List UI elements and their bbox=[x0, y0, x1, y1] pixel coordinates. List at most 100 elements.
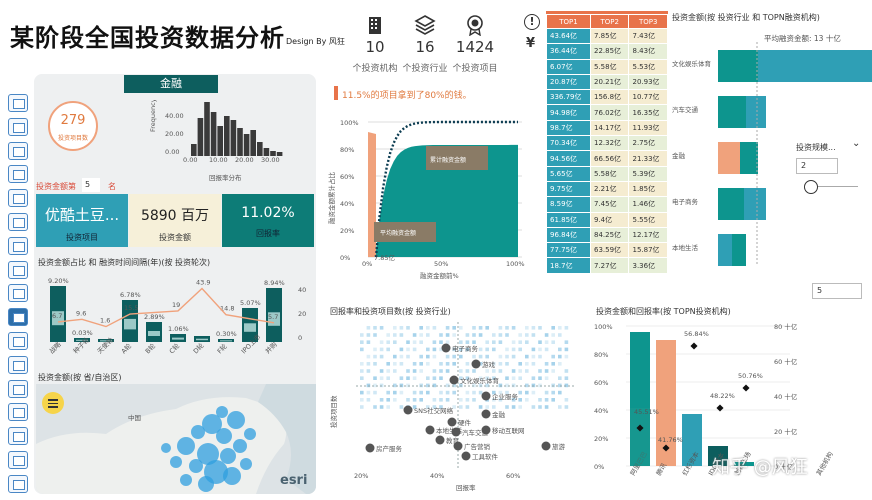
scatter-density-cell bbox=[525, 354, 529, 359]
scatter-density-cell bbox=[459, 369, 463, 373]
visual-icon-17[interactable] bbox=[8, 474, 28, 493]
map-bubble bbox=[191, 425, 205, 439]
menu-icon[interactable] bbox=[42, 392, 64, 414]
slicer-track[interactable] bbox=[812, 186, 858, 187]
table-cell: 5.58亿 bbox=[589, 165, 630, 182]
alert-icon[interactable]: ! bbox=[524, 14, 540, 30]
scatter-density-cell bbox=[511, 369, 516, 373]
scatter-density-cell bbox=[426, 362, 430, 366]
scatter-density-cell bbox=[531, 390, 536, 395]
visual-icon-4[interactable] bbox=[8, 165, 28, 184]
rounds-pct-label: 0.30% bbox=[216, 330, 237, 338]
category-header[interactable]: 金融 bbox=[124, 75, 218, 93]
table-cell: 70.34亿 bbox=[546, 135, 591, 152]
visual-icon-1[interactable] bbox=[8, 94, 28, 112]
scatter-density-cell bbox=[531, 383, 536, 388]
map-title: 投资金额(按 省/自治区) bbox=[38, 373, 122, 382]
visual-icon-15[interactable] bbox=[8, 427, 28, 446]
visual-icon-5[interactable] bbox=[8, 189, 28, 208]
scatter-density-cell bbox=[459, 340, 463, 344]
rounds-xtick: A轮 bbox=[119, 341, 133, 355]
scatter-density-cell bbox=[478, 376, 483, 380]
table-cell: 336.79亿 bbox=[546, 89, 591, 106]
scatter-density-cell bbox=[498, 369, 503, 373]
hist-bar bbox=[237, 128, 243, 156]
visual-icon-11[interactable] bbox=[8, 332, 28, 350]
visual-icon-16[interactable] bbox=[8, 451, 28, 469]
scatter-density-cell bbox=[386, 347, 390, 352]
scatter-density-cell bbox=[505, 362, 509, 366]
hist-bar bbox=[204, 102, 210, 156]
hist-ylabel: Frequency bbox=[149, 100, 157, 132]
scatter-density-cell bbox=[366, 340, 371, 344]
col-top3[interactable]: TOP3 bbox=[628, 14, 668, 29]
scatter-density-cell bbox=[564, 369, 569, 373]
slicer-value-input[interactable]: 2 bbox=[796, 158, 838, 174]
topn-input[interactable]: 5 bbox=[812, 283, 862, 299]
table-cell: 7.85亿 bbox=[589, 27, 630, 45]
yen-icon[interactable]: ¥ bbox=[526, 36, 536, 51]
rounds-bar-inner bbox=[244, 323, 256, 332]
scatter-density-cell bbox=[558, 347, 562, 352]
scatter-density-cell bbox=[498, 340, 503, 344]
visual-icon-6[interactable] bbox=[8, 213, 28, 231]
scatter-density-cell bbox=[478, 383, 483, 388]
visual-icon-13[interactable] bbox=[8, 379, 28, 398]
map-bubble bbox=[220, 448, 236, 464]
scatter-point bbox=[447, 417, 457, 427]
col-top2[interactable]: TOP2 bbox=[589, 14, 630, 29]
scatter-density-cell bbox=[360, 333, 364, 337]
table-cell: 3.36亿 bbox=[628, 257, 668, 274]
scatter-density-cell bbox=[511, 405, 516, 409]
annot-cumulative-text: 累计融资金额 bbox=[430, 156, 466, 164]
visual-icon-10[interactable] bbox=[8, 308, 28, 327]
visual-icon-14[interactable] bbox=[8, 403, 28, 422]
scatter-density-cell bbox=[373, 390, 377, 395]
visual-icon-3[interactable] bbox=[8, 141, 28, 160]
table-cell: 22.85亿 bbox=[589, 43, 630, 60]
scatter-density-cell bbox=[551, 326, 555, 330]
amount-rank-input[interactable]: 5 bbox=[82, 178, 100, 192]
scatter-point bbox=[441, 343, 451, 353]
scatter-density-cell bbox=[551, 398, 555, 402]
scatter-density-cell bbox=[360, 369, 364, 373]
scatter-density-cell bbox=[492, 376, 496, 380]
scatter-density-cell bbox=[485, 354, 489, 359]
scatter-density-cell bbox=[366, 383, 371, 388]
table-cell: 5.53亿 bbox=[628, 58, 668, 75]
visual-icon-12[interactable] bbox=[8, 355, 28, 374]
scatter-density-cell bbox=[432, 383, 437, 388]
scatter-point bbox=[461, 451, 471, 461]
hist-bar bbox=[276, 152, 283, 156]
slicer-handle[interactable] bbox=[804, 180, 818, 194]
visual-icon-8[interactable] bbox=[8, 260, 28, 279]
scatter-density-cell bbox=[399, 362, 404, 366]
rounds-interval-label: 9.6 bbox=[76, 309, 86, 317]
scatter-density-cell bbox=[379, 354, 384, 359]
scatter-density-cell bbox=[432, 347, 437, 352]
scatter-density-cell bbox=[432, 398, 437, 402]
table-row: 18.7亿 7.27亿 3.36亿 bbox=[546, 257, 668, 274]
scatter-density-cell bbox=[472, 398, 476, 402]
visual-icon-7[interactable] bbox=[8, 236, 28, 255]
hist-bar bbox=[250, 130, 256, 156]
table-row: 61.85亿 9.4亿 5.55亿 bbox=[546, 211, 668, 228]
province-map[interactable]: 中国 esri bbox=[36, 384, 316, 494]
project-count-value: 279 bbox=[60, 113, 86, 128]
scatter-point-label: 汽车交通 bbox=[462, 428, 489, 437]
rounds-interval-label: 1.6 bbox=[100, 317, 110, 325]
hist-ytick-40: 40.00 bbox=[165, 112, 184, 120]
visual-icon-2[interactable] bbox=[8, 117, 28, 136]
rounds-chart: 9.20%6.7战略0.03%9.6种子轮1.6天使轮6.78%15.5A轮2.… bbox=[47, 277, 306, 355]
scatter-point-label: 房产服务 bbox=[376, 444, 403, 453]
visual-icon-9[interactable] bbox=[8, 284, 28, 303]
scatter-density-cell bbox=[465, 369, 470, 373]
col-top1[interactable]: TOP1 bbox=[546, 14, 591, 29]
scatter-density-cell bbox=[511, 398, 516, 402]
scatter-point bbox=[451, 427, 461, 437]
scatter-density-cell bbox=[505, 333, 509, 337]
scatter-density-cell bbox=[518, 390, 522, 395]
slicer-chevron[interactable]: ⌄ bbox=[852, 138, 861, 149]
scatter-density-cell bbox=[360, 376, 364, 380]
scatter-density-cell bbox=[419, 354, 423, 359]
